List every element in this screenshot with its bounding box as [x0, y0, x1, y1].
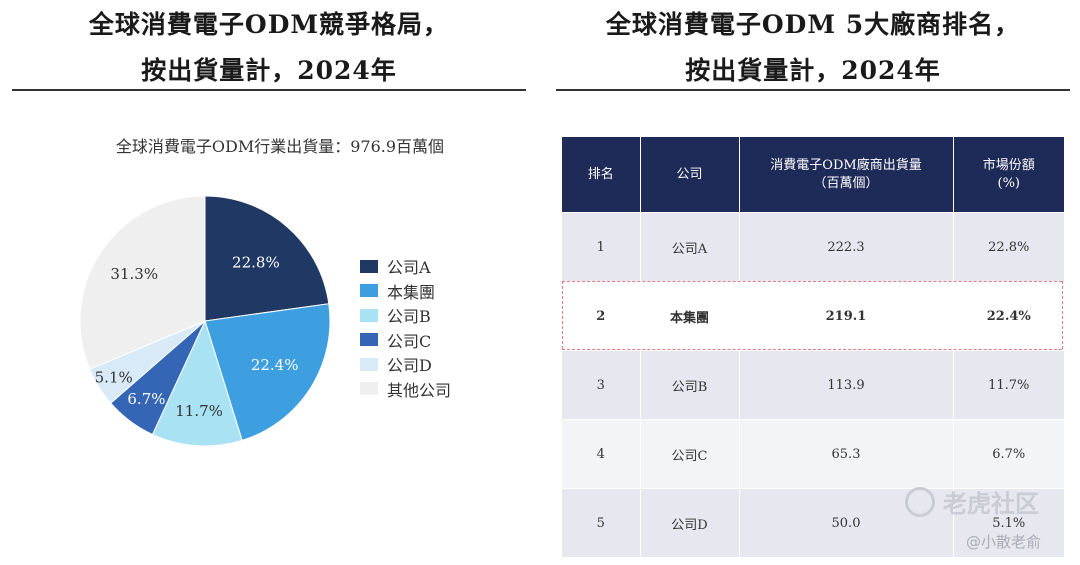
- legend-item-1: 公司A: [360, 254, 451, 279]
- rank-cell: 2: [562, 281, 641, 351]
- left-panel-title: 全球消費電子ODM競爭格局， 按出貨量計，2024年: [12, 2, 526, 94]
- right-title-rule: [556, 89, 1070, 91]
- rank-cell: 5: [562, 488, 641, 557]
- legend-swatch: [360, 357, 378, 371]
- legend-label: 公司D: [387, 356, 432, 376]
- pie-data-label-4: 6.7%: [127, 390, 165, 408]
- company-cell: 本集團: [640, 281, 740, 351]
- left-title-rule: [12, 89, 526, 91]
- ranking-table: 排名 公司 消費電子ODM廠商出貨量 （百萬個） 市場份額 (%) 1 公司A 222.…: [562, 137, 1064, 557]
- table-row: 4 公司C 65.3 6.7%: [562, 419, 1064, 489]
- table-row: 2 本集團 219.1 22.4%: [562, 281, 1064, 351]
- legend-label: 公司B: [387, 307, 431, 327]
- company-cell: 公司C: [640, 419, 740, 489]
- right-title-line1: 全球消費電子ODM 5大廠商排名，: [605, 10, 1021, 39]
- watermark-author: @小散老俞: [966, 533, 1042, 551]
- legend-item-4: 公司C: [360, 328, 451, 353]
- pie-subtitle: 全球消費電子ODM行業出貨量：976.9百萬個: [115, 137, 445, 156]
- legend-label: 公司A: [387, 258, 431, 278]
- shipment-cell: 222.3: [739, 212, 954, 282]
- watermark: 老虎社区: [905, 484, 1039, 519]
- share-cell: 11.7%: [953, 350, 1064, 420]
- highlight-right-edge: [1062, 281, 1063, 349]
- table-row: 5 公司D 50.0 5.1%: [562, 488, 1064, 557]
- header-rank: 排名: [562, 137, 641, 213]
- pie-chart: 22.8% 22.4% 11.7% 6.7% 5.1% 31.3%: [79, 195, 331, 447]
- shipment-cell: 113.9: [739, 350, 954, 420]
- share-cell: 22.8%: [953, 212, 1064, 282]
- pie-slice-3: [151, 319, 243, 447]
- legend-item-3: 公司B: [360, 303, 451, 328]
- legend-swatch: [360, 284, 378, 298]
- highlight-left-edge: [562, 281, 563, 349]
- header-company: 公司: [640, 137, 740, 213]
- pie-data-label-5: 5.1%: [95, 369, 133, 387]
- company-cell: 公司D: [640, 488, 740, 557]
- right-panel-title: 全球消費電子ODM 5大廠商排名， 按出貨量計，2024年: [556, 2, 1070, 94]
- header-shipments: 消費電子ODM廠商出貨量 （百萬個）: [739, 137, 954, 213]
- pie-data-label-1: 22.8%: [232, 254, 280, 272]
- left-title-line1: 全球消費電子ODM競爭格局，: [88, 10, 450, 39]
- legend-swatch: [360, 259, 378, 273]
- rank-cell: 1: [562, 212, 641, 282]
- legend-swatch: [360, 382, 378, 396]
- legend-item-2: 本集團: [360, 279, 451, 304]
- legend-item-5: 公司D: [360, 352, 451, 377]
- right-title-line2: 按出貨量計，2024年: [685, 56, 941, 85]
- legend-item-6: 其他公司: [360, 377, 451, 402]
- share-cell: 5.1%: [953, 488, 1064, 557]
- legend-label: 公司C: [387, 331, 432, 351]
- header-share: 市場份額 (%): [953, 137, 1064, 213]
- pie-data-label-3: 11.7%: [175, 402, 223, 420]
- table-row: 3 公司B 113.9 11.7%: [562, 350, 1064, 420]
- legend-swatch: [360, 308, 378, 322]
- pie-slice-2: [204, 303, 331, 441]
- pie-slice-6: [79, 195, 206, 370]
- table-row: 1 公司A 222.3 22.8%: [562, 212, 1064, 282]
- pie-legend: 公司A 本集團公司B 公司C 公司D 其他公司: [360, 254, 451, 401]
- legend-label: 本集團: [387, 282, 436, 302]
- tiger-logo-icon: [905, 486, 935, 517]
- shipment-cell: 65.3: [739, 419, 954, 489]
- pie-data-label-2: 22.4%: [251, 356, 299, 374]
- legend-label: 其他公司: [387, 380, 452, 400]
- rank-cell: 3: [562, 350, 641, 420]
- pie-data-label-6: 31.3%: [110, 265, 158, 283]
- left-title-line2: 按出貨量計，2024年: [141, 56, 397, 85]
- rank-cell: 4: [562, 419, 641, 489]
- legend-swatch: [360, 333, 378, 347]
- company-cell: 公司B: [640, 350, 740, 420]
- company-cell: 公司A: [640, 212, 740, 282]
- pie-slice-1: [204, 195, 330, 322]
- share-cell: 22.4%: [953, 281, 1064, 351]
- shipment-cell: 219.1: [739, 281, 954, 351]
- table-header-row: 排名 公司 消費電子ODM廠商出貨量 （百萬個） 市場份額 (%): [562, 137, 1064, 213]
- watermark-brand: 老虎社区: [943, 490, 1039, 518]
- share-cell: 6.7%: [953, 419, 1064, 489]
